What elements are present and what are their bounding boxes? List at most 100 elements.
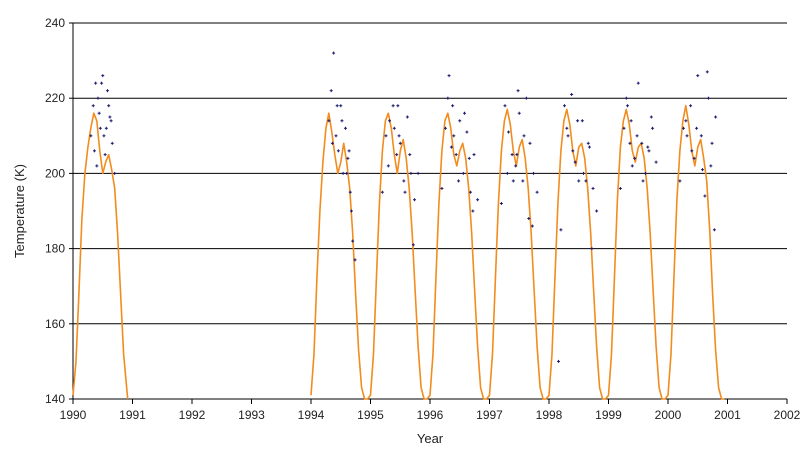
scatter-point bbox=[476, 198, 480, 202]
scatter-point bbox=[397, 134, 401, 138]
scatter-point bbox=[446, 96, 450, 100]
scatter-point bbox=[582, 171, 586, 175]
scatter-point bbox=[472, 153, 476, 157]
x-tick-label: 1996 bbox=[417, 408, 444, 422]
scatter-point bbox=[690, 149, 694, 153]
scatter-point bbox=[573, 160, 577, 164]
scatter-point bbox=[463, 111, 467, 115]
scatter-point bbox=[576, 119, 580, 123]
scatter-point bbox=[507, 130, 511, 134]
tick-labels: 140 160 180 200 220 240 1990 1991 1992 1993 1994 19… bbox=[45, 16, 801, 422]
scatter-point bbox=[570, 92, 574, 96]
x-tick-label: 2001 bbox=[714, 408, 741, 422]
scatter-point bbox=[641, 179, 645, 183]
scatter-point bbox=[681, 126, 685, 130]
scatter-point bbox=[532, 171, 536, 175]
scatter-point bbox=[522, 134, 526, 138]
scatter-point bbox=[692, 156, 696, 160]
scatter-point bbox=[91, 104, 95, 108]
scatter-point bbox=[353, 258, 357, 262]
scatter-point bbox=[622, 126, 626, 130]
scatter-point bbox=[96, 96, 100, 100]
scatter-point bbox=[402, 179, 406, 183]
scatter-point bbox=[640, 141, 644, 145]
scatter-point bbox=[346, 156, 350, 160]
scatter-point bbox=[329, 89, 333, 93]
scatter-point bbox=[566, 134, 570, 138]
scatter-point bbox=[467, 156, 471, 160]
scatter-point bbox=[332, 51, 336, 55]
scatter-point bbox=[587, 145, 591, 149]
scatter-point bbox=[100, 81, 104, 85]
scatter-point bbox=[633, 156, 637, 160]
y-tick-label: 160 bbox=[45, 317, 65, 331]
scatter-point bbox=[595, 209, 599, 213]
scatter-point bbox=[395, 153, 399, 157]
scatter-point bbox=[505, 171, 509, 175]
scatter-point bbox=[104, 126, 108, 130]
scatter-point bbox=[443, 126, 447, 130]
scatter-point bbox=[341, 171, 345, 175]
x-tick-label: 1993 bbox=[238, 408, 265, 422]
scatter-point bbox=[584, 179, 588, 183]
x-tick-label: 1991 bbox=[119, 408, 146, 422]
scatter-point bbox=[499, 201, 503, 205]
scatter-point bbox=[440, 186, 444, 190]
scatter-point bbox=[562, 104, 566, 108]
x-tick-label: 1997 bbox=[476, 408, 503, 422]
scatter-point bbox=[384, 134, 388, 138]
line-series bbox=[72, 104, 725, 400]
scatter-point bbox=[97, 111, 101, 115]
scatter-point bbox=[503, 104, 507, 108]
scatter-point bbox=[392, 126, 396, 130]
scatter-point bbox=[618, 186, 622, 190]
scatter-point bbox=[530, 224, 534, 228]
scatter-point bbox=[102, 134, 106, 138]
scatter-point bbox=[345, 171, 349, 175]
scatter-point bbox=[107, 104, 111, 108]
scatter-point bbox=[703, 194, 707, 198]
scatter-point bbox=[349, 209, 353, 213]
scatter-point bbox=[689, 104, 693, 108]
scatter-point bbox=[447, 74, 451, 78]
scatter-point bbox=[559, 228, 563, 232]
scatter-point bbox=[347, 149, 351, 153]
scatter-point bbox=[336, 149, 340, 153]
x-tick-label: 1999 bbox=[595, 408, 622, 422]
y-tick-label: 240 bbox=[45, 16, 65, 30]
scatter-point bbox=[590, 247, 594, 251]
y-tick-label: 140 bbox=[45, 392, 65, 406]
temperature-line-segment bbox=[72, 112, 129, 400]
x-tick-label: 2000 bbox=[655, 408, 682, 422]
scatter-point bbox=[391, 104, 395, 108]
scatter-point bbox=[514, 164, 518, 168]
scatter-point bbox=[527, 217, 531, 221]
scatter-point bbox=[94, 81, 98, 85]
scatter-point bbox=[339, 104, 343, 108]
scatter-point bbox=[649, 115, 653, 119]
scatter-point bbox=[643, 171, 647, 175]
scatter-point bbox=[646, 145, 650, 149]
scatter-point bbox=[398, 141, 402, 145]
scatter-point bbox=[705, 70, 709, 74]
scatter-point bbox=[334, 134, 338, 138]
scatter-point bbox=[696, 74, 700, 78]
scatter-point bbox=[515, 153, 519, 157]
scatter-point bbox=[577, 179, 581, 183]
scatter-point bbox=[511, 179, 515, 183]
scatter-point bbox=[695, 126, 699, 130]
scatter-point bbox=[344, 126, 348, 130]
scatter-point bbox=[630, 164, 634, 168]
scatter-point bbox=[335, 104, 339, 108]
scatter-point bbox=[636, 81, 640, 85]
scatter-point bbox=[405, 115, 409, 119]
scatter-point bbox=[629, 119, 633, 123]
scatter-point bbox=[380, 190, 384, 194]
y-tick-label: 200 bbox=[45, 166, 65, 180]
scatter-series bbox=[89, 51, 718, 363]
scatter-point bbox=[340, 119, 344, 123]
scatter-point bbox=[706, 96, 710, 100]
scatter-point bbox=[386, 164, 390, 168]
scatter-point bbox=[348, 190, 352, 194]
